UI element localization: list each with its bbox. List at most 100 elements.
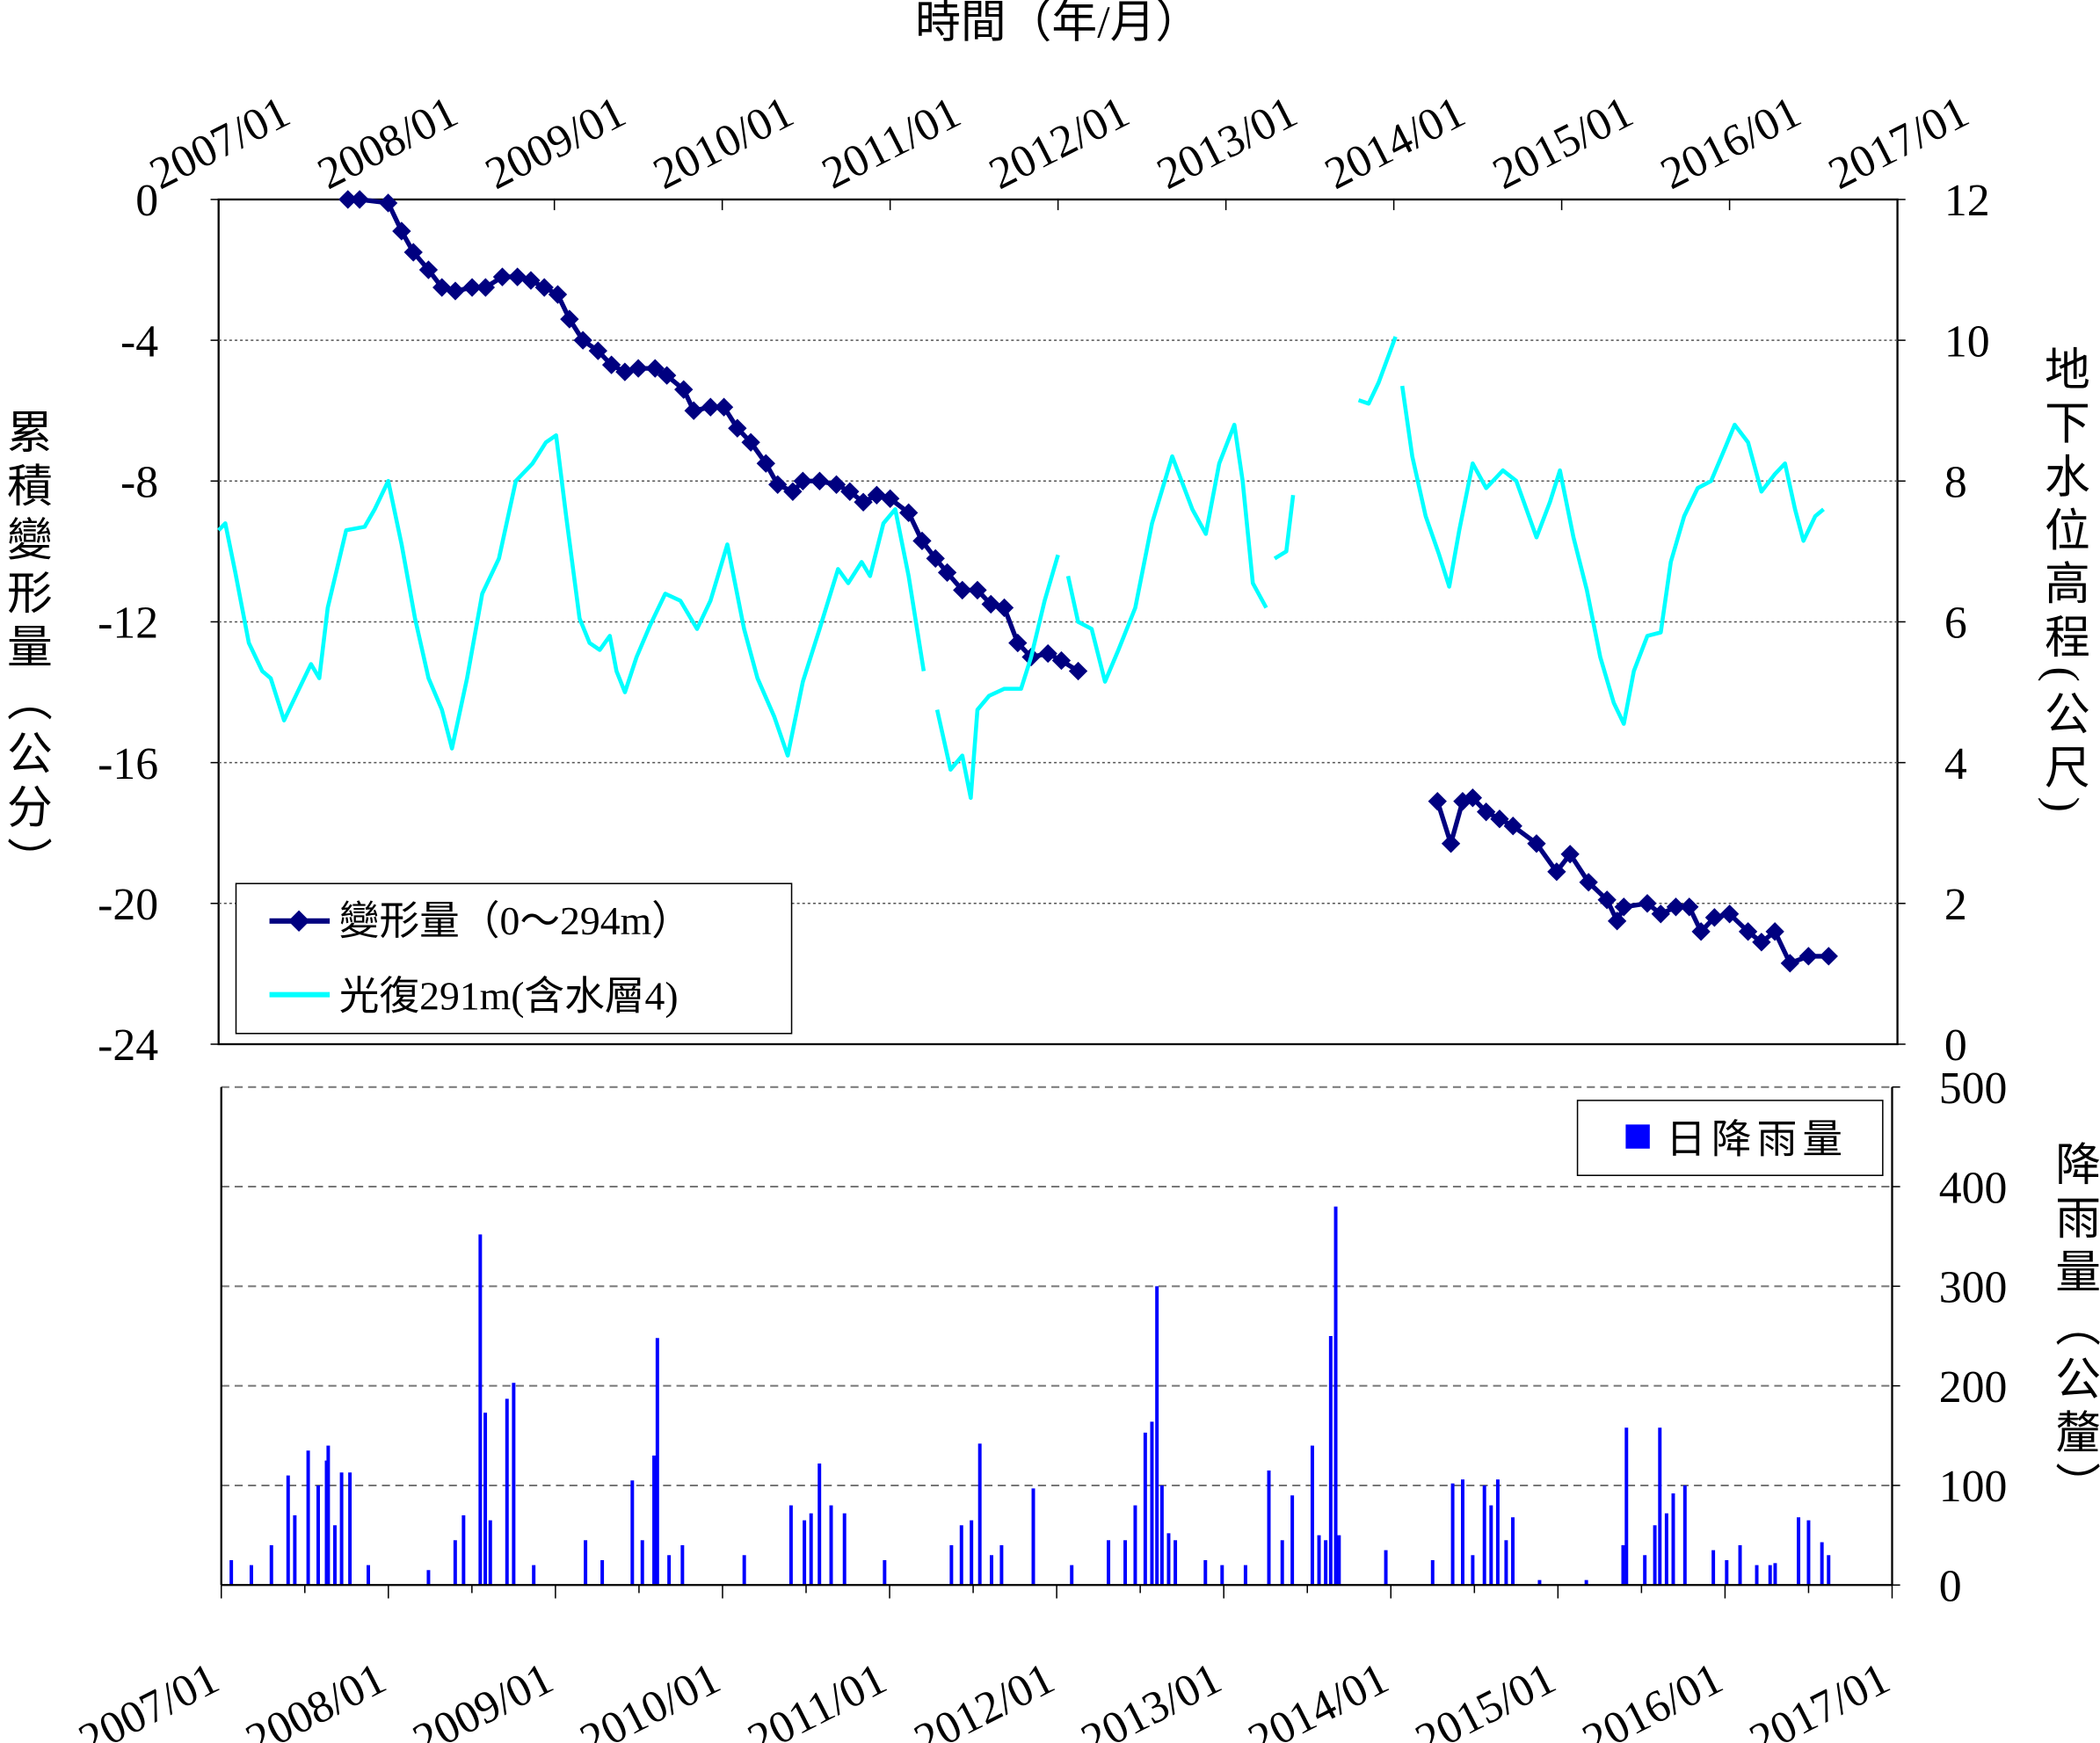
- rain-axis-title: 降雨量（公釐）: [2048, 1141, 2100, 1515]
- deformation-point: [728, 418, 747, 438]
- rain-bar: [532, 1565, 536, 1586]
- rain-bar: [1150, 1421, 1154, 1586]
- bottom-x-tick-label: 2009/01: [405, 1653, 561, 1743]
- rain-bar: [990, 1555, 993, 1586]
- left-tick-label: 0: [135, 176, 158, 226]
- rain-bar: [1797, 1517, 1801, 1586]
- rain-bar: [1031, 1488, 1035, 1586]
- top-x-tick-label: 2016/01: [1653, 87, 1809, 200]
- rain-bar: [1653, 1525, 1657, 1586]
- rain-bar: [1584, 1580, 1588, 1586]
- rain-bar: [1203, 1559, 1208, 1586]
- deformation-point: [1765, 922, 1784, 941]
- right-tick-label: 4: [1944, 739, 1967, 789]
- deformation-point: [714, 397, 734, 417]
- deformation-point: [1579, 873, 1598, 892]
- rainfall-bars: [229, 1206, 1831, 1586]
- rain-bar: [478, 1234, 483, 1586]
- deformation-point: [1441, 834, 1461, 853]
- right-tick-label: 12: [1944, 176, 1990, 226]
- bottom-x-tick-label: 2016/01: [1575, 1653, 1731, 1743]
- left-tick-label: -8: [120, 458, 158, 508]
- rain-bar: [1317, 1535, 1321, 1586]
- deformation-point: [378, 193, 398, 213]
- rain-bar: [1504, 1540, 1508, 1586]
- rain-bar: [949, 1544, 954, 1586]
- left-tick-label: -16: [98, 739, 158, 789]
- rain-bar: [1166, 1533, 1171, 1586]
- rain-bar: [1820, 1542, 1824, 1586]
- deformation-point: [1780, 954, 1800, 973]
- top-x-tick-label: 2007/01: [142, 87, 298, 200]
- rain-bar: [1267, 1470, 1271, 1586]
- rain-bar: [1310, 1445, 1314, 1586]
- deformation-point: [1738, 922, 1758, 941]
- top-x-tick-label: 2012/01: [982, 87, 1137, 200]
- bottom-gridlines: [221, 1086, 1893, 1486]
- bottom-x-tick-label: 2008/01: [238, 1653, 394, 1743]
- deformation-point: [560, 309, 579, 329]
- bottom-x-tick-label: 2015/01: [1408, 1653, 1564, 1743]
- rain-bar: [652, 1455, 657, 1586]
- rain-bar: [680, 1544, 685, 1586]
- rain-bar: [1174, 1540, 1178, 1586]
- rain-bar: [630, 1480, 635, 1586]
- deformation-point: [392, 222, 411, 241]
- deformation-point: [645, 359, 665, 378]
- rain-bar: [1471, 1555, 1475, 1586]
- rain-bar: [829, 1505, 833, 1586]
- rain-bar: [1384, 1550, 1388, 1586]
- bottom-x-tick-label: 2012/01: [906, 1653, 1062, 1743]
- legend-diamond-marker-icon: [287, 910, 310, 933]
- deformation-point: [1560, 845, 1580, 864]
- rain-bar: [742, 1555, 746, 1586]
- right-tick-label: 6: [1944, 599, 1967, 649]
- x-axis-title: 時間（年/月）: [915, 0, 1201, 48]
- rain-bar: [640, 1540, 644, 1586]
- rain-bar: [842, 1513, 847, 1586]
- deformation-point: [1819, 947, 1838, 966]
- rain-bar: [339, 1472, 344, 1586]
- top-x-tick-label: 2011/01: [814, 87, 968, 199]
- deformation-point: [741, 432, 760, 452]
- rain-bar: [788, 1505, 793, 1586]
- rain-bar: [1489, 1505, 1493, 1586]
- rain-bar: [1107, 1540, 1111, 1586]
- rain-bar: [333, 1525, 337, 1586]
- rain-bar: [316, 1485, 320, 1586]
- rain-bar: [286, 1475, 290, 1586]
- rain-bar: [977, 1443, 982, 1586]
- deformation-point: [1547, 862, 1566, 882]
- top-x-tick-label: 2008/01: [310, 87, 466, 200]
- deformation-point: [338, 190, 358, 209]
- rain-bar: [1450, 1483, 1455, 1586]
- deformation-point: [1607, 911, 1627, 931]
- rain-bar: [1159, 1485, 1164, 1586]
- rain-tick-label: 300: [1939, 1263, 2008, 1313]
- rain-tick-label: 100: [1939, 1462, 2008, 1512]
- rain-bar: [600, 1559, 605, 1586]
- rain-bar: [803, 1520, 807, 1586]
- bottom-x-tick-label: 2010/01: [572, 1653, 728, 1743]
- rain-bar: [1461, 1479, 1464, 1586]
- legend-rain-swatch-icon: [1625, 1124, 1650, 1149]
- rain-bar: [809, 1513, 813, 1586]
- deformation-point: [953, 580, 972, 600]
- rain-bar: [229, 1559, 234, 1586]
- bottom-x-tick-label: 2011/01: [740, 1653, 894, 1743]
- rain-bar: [326, 1445, 331, 1586]
- deformation-point: [1490, 810, 1509, 829]
- rain-bar: [1537, 1580, 1542, 1586]
- deformation-point: [1477, 803, 1496, 822]
- rain-bar: [488, 1520, 492, 1586]
- top-series: [217, 190, 1838, 973]
- rain-bar: [883, 1559, 887, 1586]
- rain-bar: [1290, 1495, 1295, 1586]
- deformation-point: [1527, 834, 1546, 853]
- rain-bar: [1624, 1427, 1629, 1586]
- bottom-x-tick-label: 2013/01: [1073, 1653, 1229, 1743]
- rain-bar: [348, 1472, 352, 1586]
- rain-bar: [1243, 1565, 1247, 1586]
- top-legend: 變形量（0～294m） 光復291m(含水層4): [235, 882, 793, 1035]
